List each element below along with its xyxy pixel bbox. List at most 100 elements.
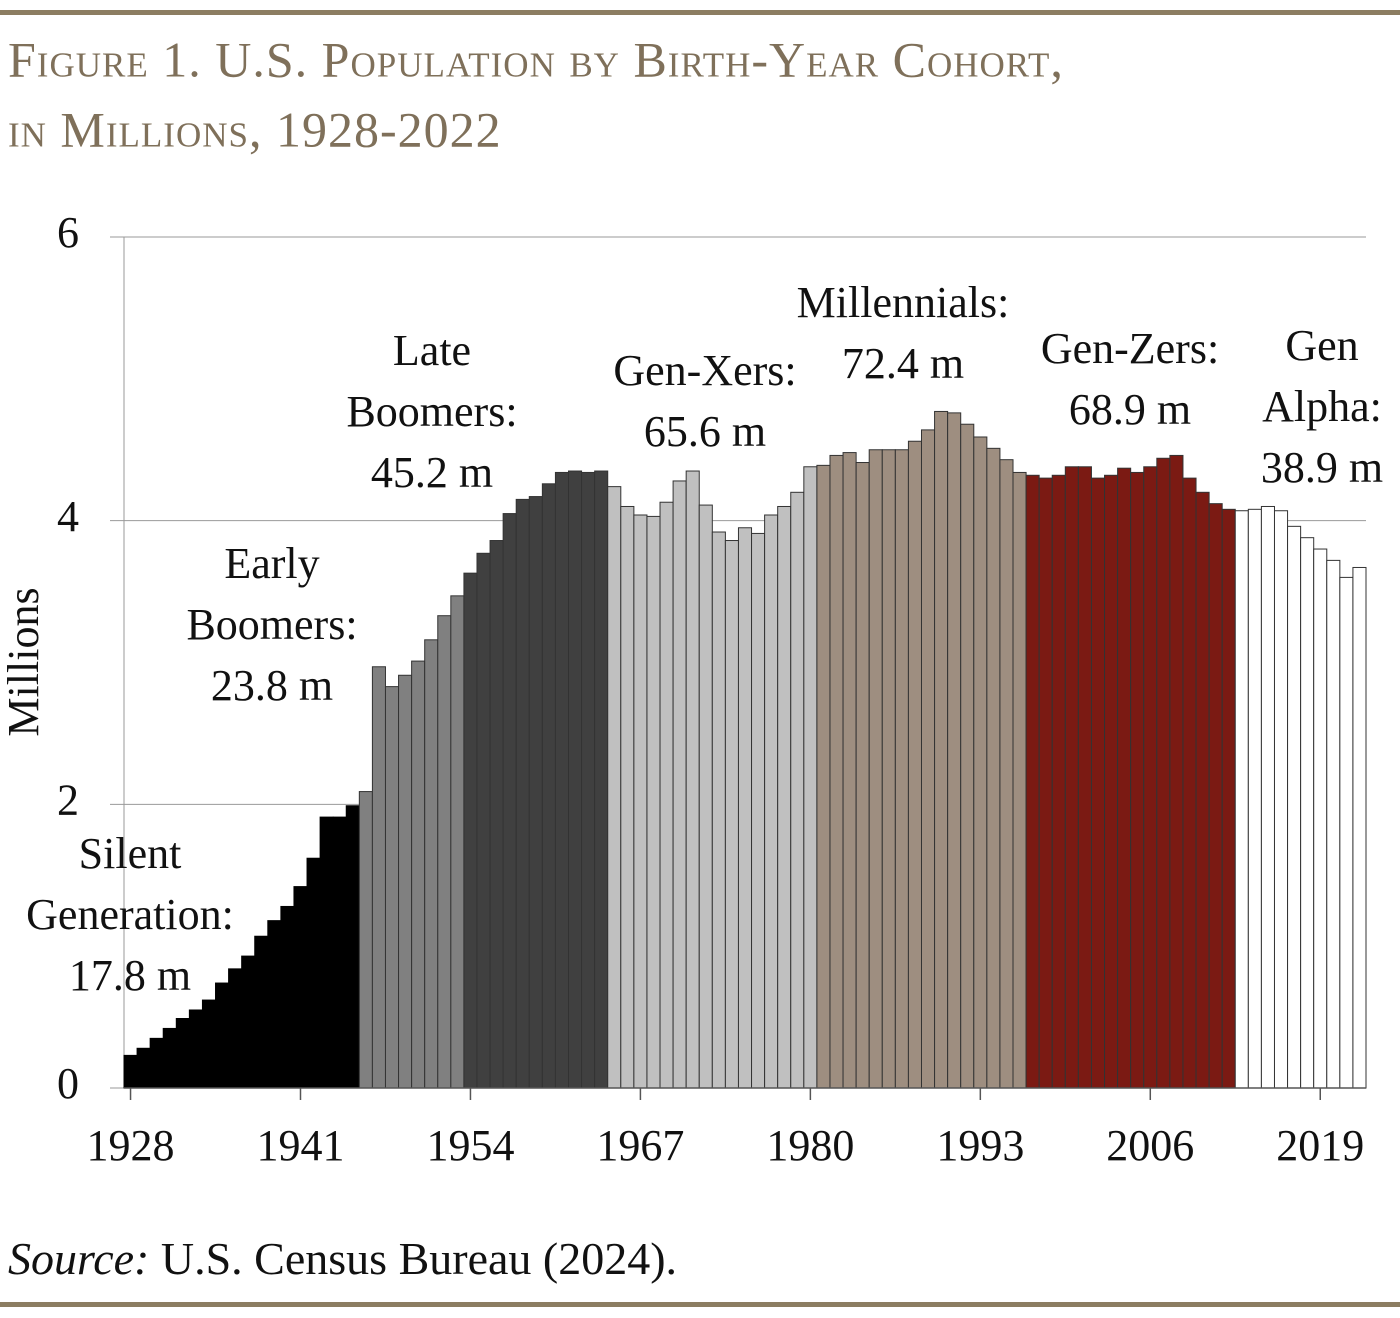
y-tick-label: 0 [57, 1059, 79, 1108]
bar [816, 464, 831, 1089]
bar [123, 1054, 138, 1089]
bar [724, 540, 739, 1089]
bar [711, 531, 726, 1089]
bar [1313, 548, 1328, 1089]
y-tick-label: 4 [57, 492, 79, 541]
bar [411, 660, 426, 1089]
bar [581, 471, 596, 1089]
bottom-rule [0, 1302, 1400, 1307]
bar [201, 999, 217, 1089]
annotation: Boomers: [186, 600, 357, 649]
y-tick-label: 6 [57, 208, 79, 257]
bar [633, 514, 648, 1089]
bar [1247, 508, 1262, 1089]
bar [450, 595, 465, 1089]
bar [1273, 510, 1289, 1089]
bar [881, 449, 896, 1089]
bar [973, 436, 988, 1089]
annotation: Gen-Zers: [1041, 324, 1219, 373]
bar [934, 410, 949, 1089]
annotation: Millennials: [797, 278, 1010, 327]
bar [319, 816, 334, 1089]
bar [293, 886, 308, 1089]
bar [502, 513, 517, 1089]
top-rule [0, 10, 1400, 15]
bar [149, 1037, 164, 1089]
bar [1130, 471, 1145, 1089]
annotation: 23.8 m [211, 661, 333, 710]
bar [306, 857, 321, 1089]
bar [1012, 471, 1027, 1089]
bar [894, 449, 909, 1089]
bar [620, 505, 635, 1089]
bar [267, 920, 282, 1089]
bar [1221, 508, 1236, 1089]
bar [1038, 477, 1053, 1089]
bar [254, 935, 269, 1089]
x-tick-label: 1980 [766, 1121, 854, 1170]
bar [777, 505, 792, 1089]
annotation: 72.4 m [842, 339, 964, 388]
bar [1104, 474, 1119, 1089]
bar [215, 982, 230, 1089]
bar [463, 572, 478, 1089]
bar [594, 470, 609, 1089]
bar [646, 515, 661, 1089]
x-tick-label: 2006 [1106, 1121, 1194, 1170]
bar [398, 674, 413, 1089]
bar [358, 791, 373, 1089]
bar [698, 504, 713, 1089]
bar [1051, 474, 1066, 1089]
bar [1143, 466, 1158, 1089]
x-tick-label: 2019 [1276, 1121, 1364, 1170]
bar [868, 449, 883, 1089]
x-tick-label: 1941 [256, 1121, 344, 1170]
annotation: Generation: [26, 890, 234, 939]
bar [541, 483, 556, 1089]
source-label: Source: [8, 1233, 149, 1284]
bar [1090, 477, 1106, 1089]
source-text: U.S. Census Bureau (2024). [161, 1233, 677, 1284]
x-tick-label: 1954 [426, 1121, 514, 1170]
annotation: 17.8 m [69, 951, 191, 1000]
bar [1287, 525, 1302, 1089]
bar [345, 805, 360, 1089]
annotation: Early [224, 539, 319, 588]
chart-title: in Millions, 1928-2022 [8, 101, 502, 157]
bar [672, 480, 687, 1089]
bar [803, 466, 818, 1089]
bar [489, 540, 504, 1089]
bar [476, 552, 491, 1089]
bar [1339, 576, 1354, 1089]
bar [1234, 510, 1249, 1089]
bar [1195, 491, 1210, 1089]
bar [332, 816, 347, 1089]
bar [999, 459, 1014, 1089]
bar [790, 491, 805, 1089]
bar [1156, 457, 1171, 1089]
bar [829, 454, 844, 1089]
bar [1169, 454, 1184, 1089]
bar [947, 412, 962, 1089]
bar [737, 527, 753, 1089]
bar [1300, 537, 1315, 1089]
bar [424, 639, 439, 1089]
bar [751, 532, 766, 1089]
annotation: Alpha: [1262, 382, 1382, 431]
bar [241, 955, 256, 1089]
bar [228, 968, 243, 1089]
bar [136, 1047, 151, 1089]
annotation: 38.9 m [1261, 443, 1383, 492]
y-axis-label: Millions [0, 587, 48, 736]
bar [371, 666, 386, 1089]
annotation: 65.6 m [644, 407, 766, 456]
bar [162, 1027, 177, 1089]
bar [528, 496, 543, 1089]
bar [515, 498, 530, 1089]
bar [568, 470, 583, 1089]
annotation: Silent [79, 829, 182, 878]
bar [280, 905, 295, 1089]
y-tick-label: 2 [57, 775, 79, 824]
annotation: Late [393, 326, 471, 375]
